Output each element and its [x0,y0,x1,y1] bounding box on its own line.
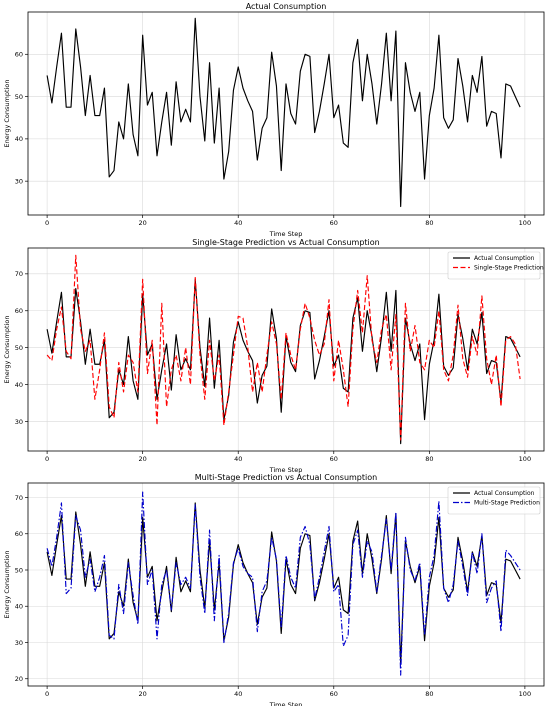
chart-3-ytick-label: 70 [15,494,23,502]
chart-2-legend-label-single: Single-Stage Prediction [474,265,544,272]
chart-1-xtick-label: 0 [45,219,49,227]
chart-3-xtick-label: 100 [519,690,531,698]
chart-2-ytick-label: 50 [15,344,23,352]
chart-1-xtick-label: 80 [425,219,433,227]
chart-2-axes-frame [27,247,545,452]
chart-2-ytick-label: 60 [15,307,23,315]
chart-3-ylabel: Energy Consumption [3,551,11,619]
chart-3-xtick-label: 20 [139,690,147,698]
chart-2-xtick-label: 60 [330,455,338,463]
chart-2-ylabel: Energy Consumption [3,316,11,384]
chart-3-ytick-label: 40 [15,603,23,611]
chart-1-ytick-label: 60 [15,51,23,59]
chart-2-series-actual [46,278,521,445]
chart-3-legend-label-actual: Actual Consumption [474,490,535,497]
chart-3-ytick-label: 30 [15,639,23,647]
chart-2-xlabel: Time Step [269,466,303,474]
chart-2-ytick-label: 30 [15,418,23,426]
chart-1-xtick-label: 100 [519,219,531,227]
chart-3-ytick-label: 60 [15,530,23,538]
chart-2-series-single [46,254,521,441]
chart-1-ylabel: Energy Consumption [3,80,11,148]
chart-1-xtick-label: 40 [234,219,242,227]
chart-2-title: Single-Stage Prediction vs Actual Consum… [192,238,379,247]
chart-2: 0 20 40 60 80 100 30 40 50 60 70 Single-Stage Predi… [3,238,545,474]
chart-2-legend-label-actual: Actual Consumption [474,255,535,262]
chart-3-title: Multi-Stage Prediction vs Actual Consump… [195,473,377,482]
chart-3-axes-frame [27,482,545,687]
chart-3-ytick-label: 20 [15,675,23,683]
chart-3-xlabel: Time Step [269,701,303,706]
chart-2-xtick-label: 20 [139,455,147,463]
chart-3-series-multi [46,491,521,676]
chart-1-xlabel: Time Step [269,230,303,238]
chart-2-xtick-label: 40 [234,455,242,463]
chart-1-ytick-label: 50 [15,93,23,101]
chart-1-xtick-label: 60 [330,219,338,227]
chart-3-ytick-label: 50 [15,566,23,574]
chart-1: 0 20 40 60 80 100 30 40 50 60 Actual Consumption Ti… [3,2,545,238]
chart-2-ytick-label: 40 [15,381,23,389]
chart-1-series-actual [46,17,521,208]
chart-1-ytick-label: 30 [15,177,23,185]
chart-3-xtick-label: 0 [45,690,49,698]
chart-2-xtick-label: 100 [519,455,531,463]
chart-2-xtick-label: 80 [425,455,433,463]
chart-3-xtick-label: 40 [234,690,242,698]
chart-2-legend: Actual Consumption Single-Stage Predictio… [447,251,544,280]
chart-3-xtick-label: 60 [330,690,338,698]
chart-1-axes-frame [27,11,545,216]
chart-3-legend: Actual Consumption Multi-Stage Prediction [447,486,541,515]
chart-1-title: Actual Consumption [246,2,327,11]
chart-2-legend-box [447,251,541,280]
chart-3: 0 20 40 60 80 100 20 30 40 50 60 70 Multi-Stage Pred… [3,473,545,706]
chart-1-xtick-label: 20 [139,219,147,227]
chart-2-xtick-label: 0 [45,455,49,463]
chart-3-legend-box [447,486,541,515]
chart-1-ytick-label: 40 [15,135,23,143]
chart-3-xtick-label: 80 [425,690,433,698]
chart-3-legend-label-multi: Multi-Stage Prediction [474,500,540,507]
chart-2-ytick-label: 70 [15,270,23,278]
